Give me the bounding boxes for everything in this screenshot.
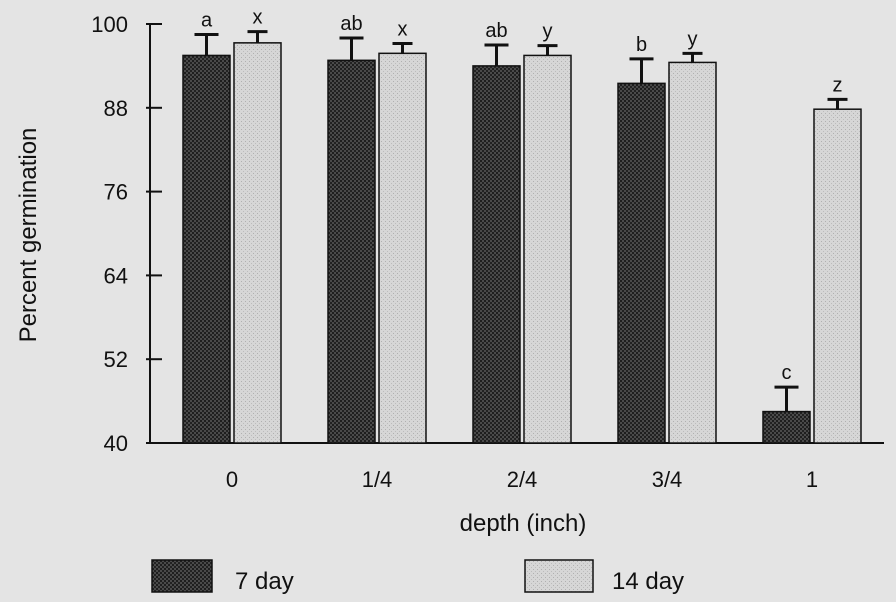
y-tick-label: 88 (104, 96, 128, 121)
bar-14-day (813, 108, 862, 444)
bars: a x ab x ab y b y c z (182, 7, 862, 444)
significance-label: ab (485, 20, 507, 42)
bar-7-day (762, 410, 811, 444)
legend: 7 day 14 day (151, 559, 684, 595)
y-tick-label: 52 (104, 347, 128, 372)
significance-label: x (253, 7, 263, 29)
significance-label: z (833, 74, 843, 96)
axes: 40 52 64 76 88 100 0 1/4 2/4 3/4 1 (91, 12, 884, 492)
significance-label: y (543, 21, 553, 43)
bar-14-day (668, 61, 717, 444)
significance-label: y (688, 28, 698, 50)
bar-7-day (472, 65, 521, 444)
significance-label: a (201, 9, 213, 31)
x-axis-title: depth (inch) (460, 510, 587, 537)
bar-14-day (523, 54, 572, 444)
legend-label-7-day: 7 day (235, 568, 294, 595)
x-tick-label: 1 (806, 467, 818, 492)
y-tick-label: 76 (104, 180, 128, 205)
significance-label: c (782, 362, 792, 384)
x-tick-label: 0 (226, 467, 238, 492)
bar-7-day (617, 82, 666, 444)
bar-14-day (233, 42, 282, 444)
significance-label: ab (340, 13, 362, 35)
bar-14-day (378, 52, 427, 444)
y-axis-title: Percent germination (15, 128, 42, 343)
y-tick-label: 40 (104, 431, 128, 456)
y-tick-label: 64 (104, 263, 128, 288)
legend-swatch-7-day (151, 559, 213, 593)
x-tick-label: 1/4 (362, 467, 393, 492)
x-tick-label: 2/4 (507, 467, 538, 492)
y-tick-label: 100 (91, 12, 128, 37)
significance-label: b (636, 34, 647, 56)
bar-7-day (327, 59, 376, 444)
significance-label: x (398, 19, 408, 41)
bar-7-day (182, 54, 231, 444)
x-tick-label: 3/4 (652, 467, 683, 492)
legend-swatch-14-day (524, 559, 594, 593)
legend-label-14-day: 14 day (612, 568, 684, 595)
